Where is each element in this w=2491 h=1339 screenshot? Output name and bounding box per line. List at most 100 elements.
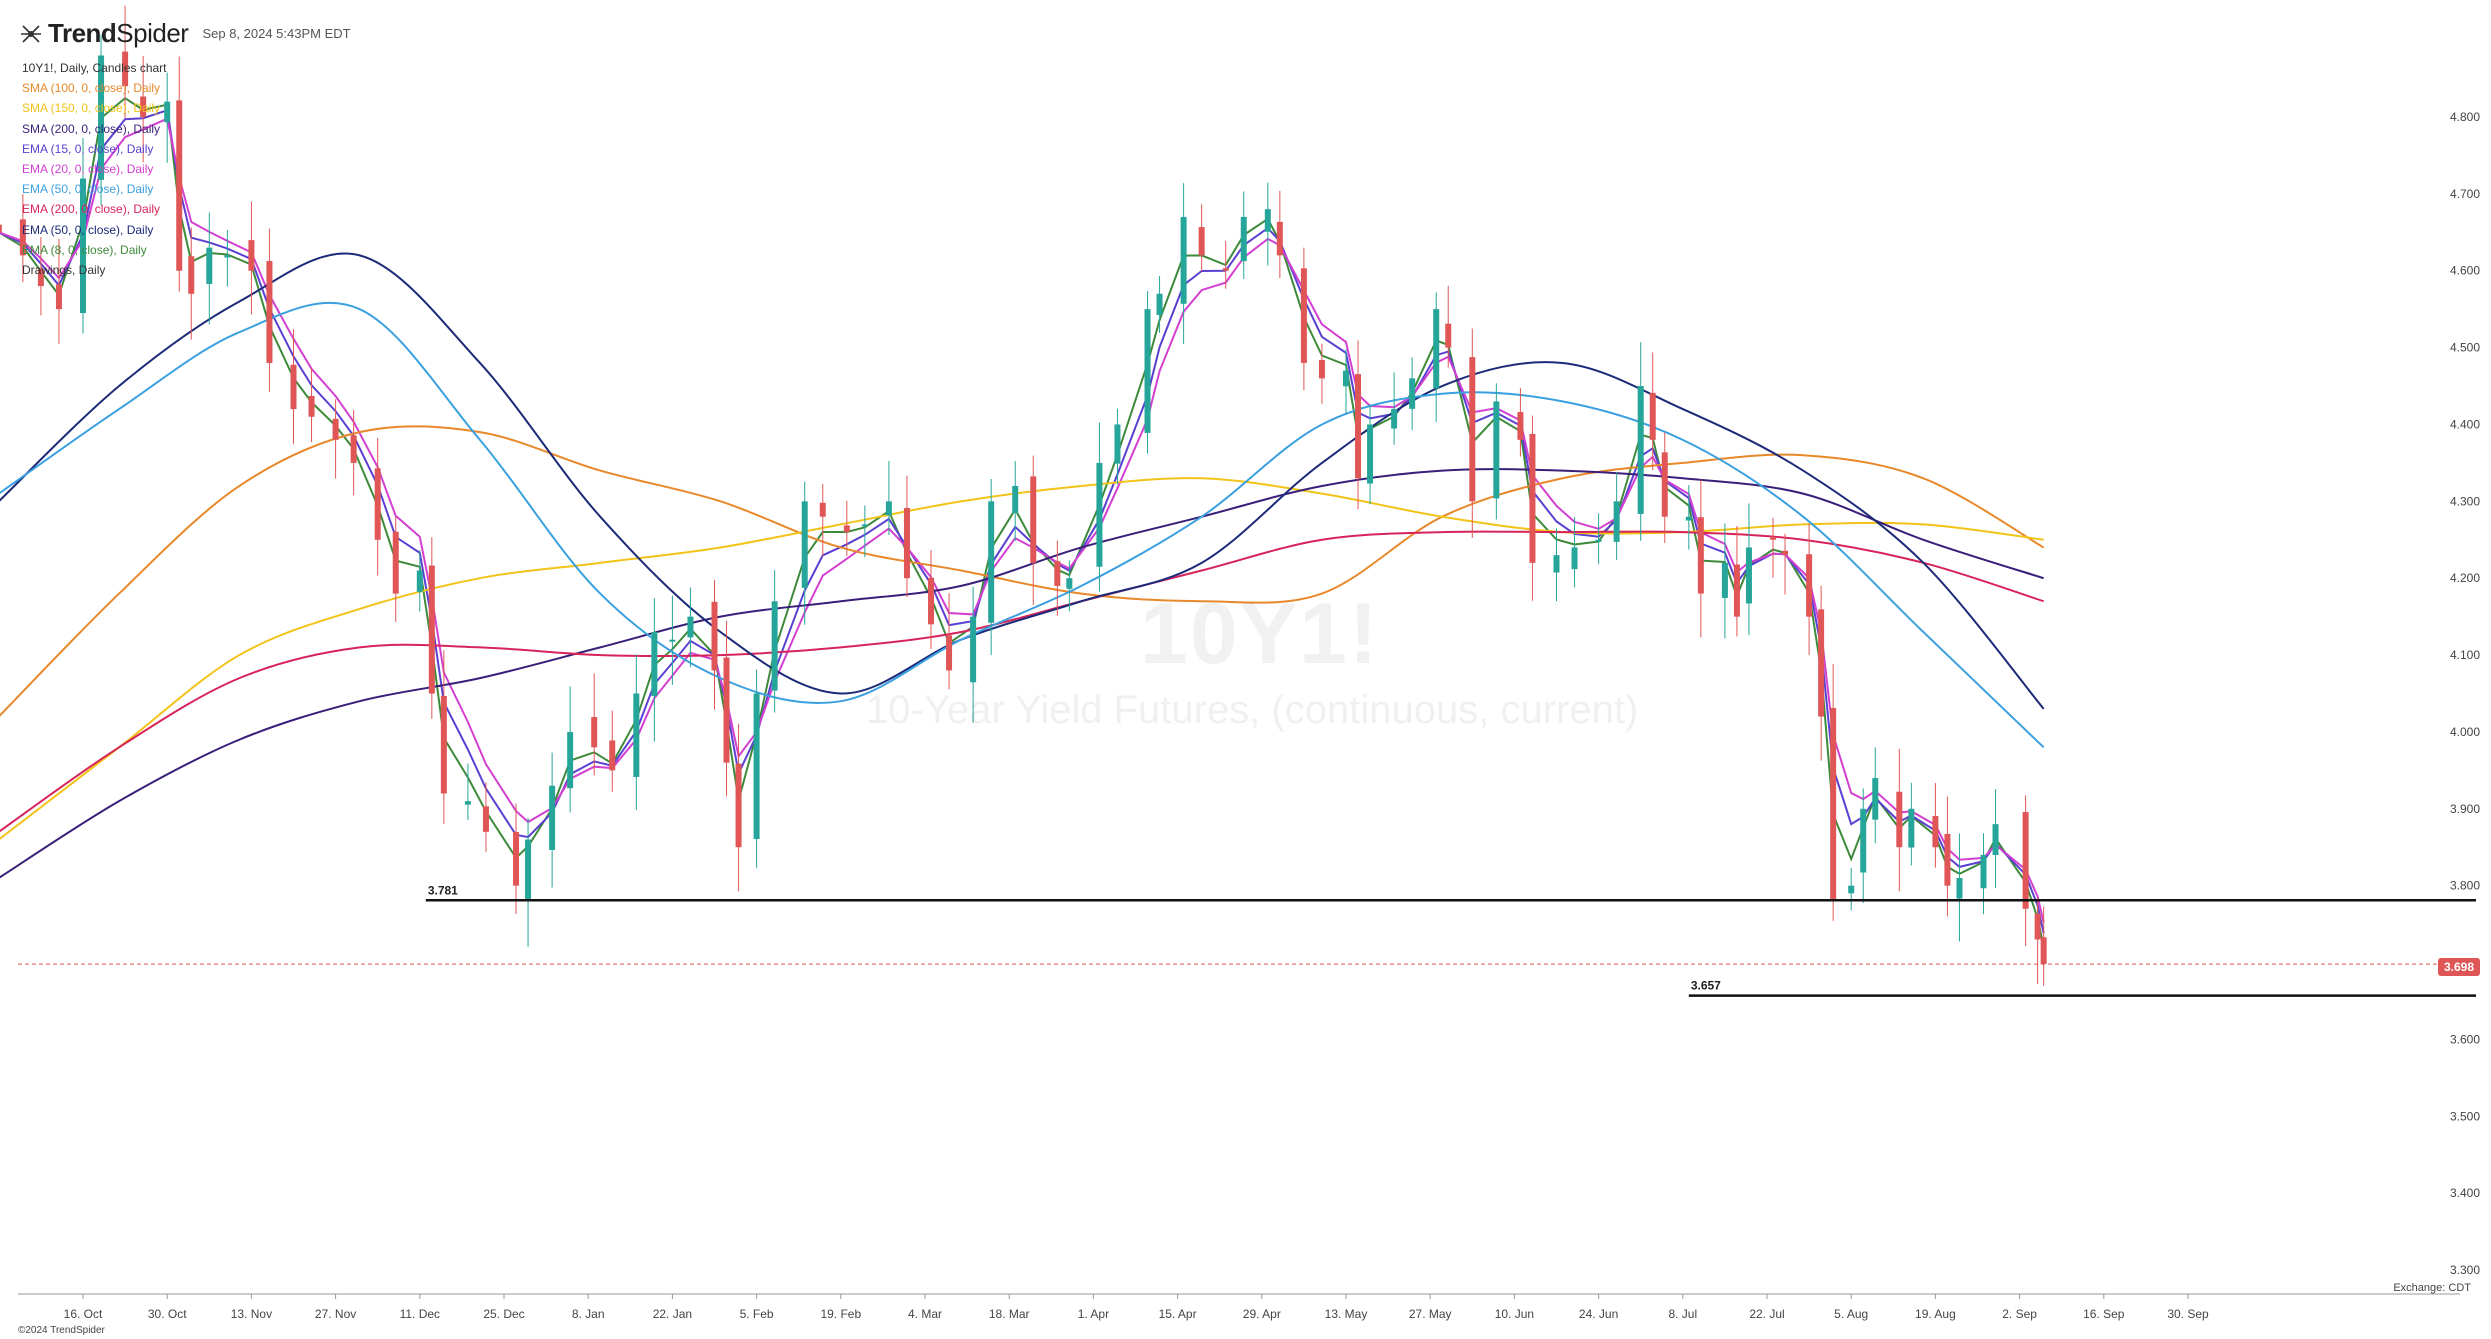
candle-down [440,695,447,794]
legend-item[interactable]: 10Y1!, Daily, Candles chart [22,61,167,75]
candle-down [1355,374,1362,479]
legend-item[interactable]: SMA (150, 0, close), Daily [22,101,161,116]
candle-down [1697,517,1704,594]
y-tick-label: 4.700 [2450,187,2480,201]
candle-up [1114,424,1121,464]
x-tick-label: 27. Nov [315,1307,356,1321]
y-tick-label: 3.600 [2450,1032,2480,1046]
watermark-instrument-name: 10-Year Yield Futures, (continuous, curr… [866,688,1639,732]
legend-item[interactable]: EMA (200, 0, close), Daily [22,202,161,217]
candle-down [1054,561,1061,586]
candle-up [1096,462,1103,567]
candle-down [308,395,315,417]
candle-up [80,178,86,314]
candle-up [224,255,231,258]
candle-down [1770,537,1777,540]
x-tick-label: 22. Jan [653,1307,692,1321]
candle-up [1553,555,1560,573]
y-tick-label: 3.300 [2450,1263,2480,1277]
candle-up [988,501,995,623]
exchange-label: Exchange: CDT [2393,1282,2471,1294]
candle-down [1445,323,1452,348]
header: TrendSpider Sep 8, 2024 5:43PM EDT [20,18,351,49]
y-tick-label: 4.600 [2450,264,2480,278]
candle-down [1932,816,1939,848]
candle-down [723,657,730,763]
x-tick-label: 5. Feb [740,1307,774,1321]
candle-up [687,616,694,638]
candle-down [1276,221,1283,256]
candle-up [1956,877,1963,899]
legend-item[interactable]: SMA (200, 0, close), Daily [22,121,161,136]
x-tick-label: 27. May [1409,1307,1452,1321]
y-tick-label: 4.800 [2450,110,2480,124]
candle-down [2034,913,2041,940]
candle-down [1806,554,1813,617]
candle-down [843,525,850,533]
candle-down [266,261,273,363]
x-tick-label: 10. Jun [1495,1307,1534,1321]
candle-down [1030,476,1037,563]
candle-down [946,635,953,671]
x-tick-label: 18. Mar [989,1307,1030,1321]
y-tick-label: 4.500 [2450,341,2480,355]
moving-average-line-4 [0,252,2045,710]
candle-up [1685,516,1692,521]
candle-up [1156,293,1163,316]
candle-up [567,731,574,789]
candle-down [374,468,381,540]
candle-up [1848,885,1855,894]
candle-up [970,616,977,683]
x-tick-label: 29. Apr [1243,1307,1281,1321]
brand-logo-text: TrendSpider [48,18,189,48]
horizontal-levels[interactable]: 3.781 3.657 [18,883,2476,997]
candle-down [1318,359,1325,379]
candle-up [861,524,868,527]
legend-item[interactable]: EMA (15, 0, close), Daily [22,141,154,156]
moving-average-line-5 [0,301,2045,749]
legend-item[interactable]: SMA (100, 0, close), Daily [22,81,161,96]
y-tick-label: 4.300 [2450,494,2480,508]
y-tick-label: 4.100 [2450,648,2480,662]
candle-up [1433,309,1440,389]
y-tick-label: 3.400 [2450,1186,2480,1200]
candle-down [1782,550,1789,556]
legend-item[interactable]: Drawings, Daily [22,263,106,278]
y-tick-label: 4.200 [2450,571,2480,585]
candle-down [1944,833,1951,886]
candle-down [2040,937,2047,965]
candle-up [1409,378,1416,409]
legend-item[interactable]: EMA (50, 0, close), Daily [22,222,154,237]
legend-item[interactable]: EMA (50, 0, close), Daily [22,182,154,197]
candle-up [1860,808,1867,873]
candle-down [1649,392,1656,440]
candle-down [0,224,2,233]
support-level-label: 3.781 [428,883,458,897]
candle-down [37,268,44,287]
trendspider-logo-icon [21,24,41,43]
watermark-symbol: 10Y1! [1140,586,1380,682]
candle-down [350,435,357,463]
candle-down [609,740,616,771]
x-tick-label: 1. Apr [1078,1307,1109,1321]
candle-up [1144,309,1151,433]
candle-up [1180,216,1187,304]
candles [0,5,2047,986]
x-tick-label: 24. Jun [1579,1307,1618,1321]
candle-down [140,96,147,117]
candle-down [1529,433,1536,563]
moving-average-lines [0,96,2045,948]
candle-down [1469,357,1476,502]
candle-up [1908,808,1915,848]
candle-up [1493,401,1500,499]
ema-8-line [0,96,2045,948]
candle-down [428,565,435,694]
legend-item[interactable]: EMA (8, 0, close), Daily [22,242,147,257]
chart-timestamp: Sep 8, 2024 5:43PM EDT [202,26,351,41]
legend-item[interactable]: EMA (20, 0, close), Daily [22,162,154,177]
candle-up [753,693,760,839]
candle-up [1343,370,1349,387]
candle-down [1818,609,1825,717]
y-tick-label: 3.500 [2450,1109,2480,1123]
